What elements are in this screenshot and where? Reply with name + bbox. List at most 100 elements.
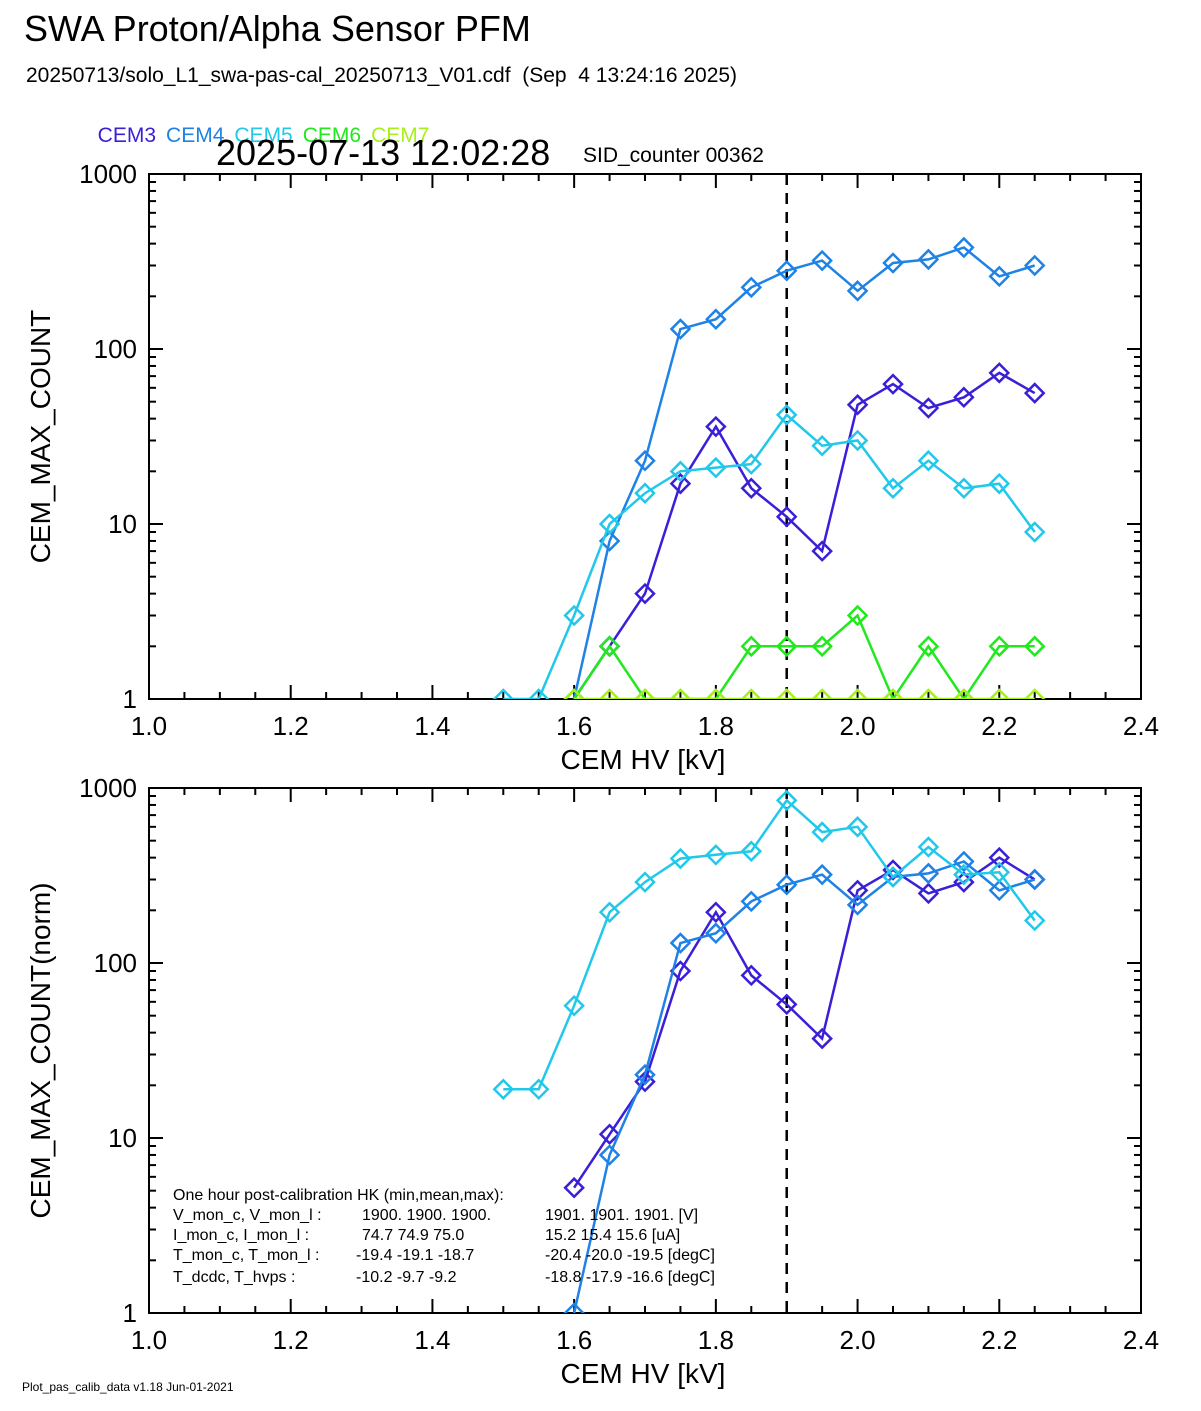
- data-point: [705, 308, 727, 330]
- data-point: [811, 1027, 833, 1050]
- data-point: [811, 635, 833, 658]
- data-point: [740, 840, 763, 863]
- data-point: [705, 415, 727, 438]
- hk-row-label: V_mon_c, V_mon_l :: [173, 1207, 322, 1224]
- x-tick-label: 1.4: [414, 711, 450, 741]
- plot-frame: [148, 173, 1142, 700]
- x-tick-label: 2.4: [1123, 711, 1159, 741]
- y-tick-label: 1000: [79, 159, 137, 189]
- data-point: [882, 688, 904, 699]
- data-point: [492, 688, 515, 699]
- hk-row-l: -20.4 -20.0 -19.5 [degC]: [545, 1247, 715, 1264]
- file-subtitle: 20250713/solo_L1_swa-pas-cal_20250713_V0…: [26, 64, 738, 87]
- data-point: [775, 873, 798, 896]
- series-cem7: [563, 688, 1046, 699]
- x-tick-label: 1.2: [273, 1325, 309, 1355]
- data-point: [705, 922, 727, 944]
- y-tick-label: 10: [108, 1123, 137, 1153]
- data-point: [563, 688, 585, 699]
- hk-row-c: 1900. 1900. 1900.: [362, 1207, 491, 1224]
- data-point: [669, 932, 692, 954]
- data-point: [634, 1063, 656, 1086]
- hk-row-c: -19.4 -19.1 -18.7: [356, 1247, 474, 1264]
- data-point: [705, 844, 727, 866]
- data-point: [917, 397, 940, 419]
- data-point: [492, 1078, 515, 1100]
- x-tick-label: 1.0: [131, 711, 167, 741]
- data-point: [811, 540, 833, 562]
- series-cem5: [492, 404, 1046, 699]
- data-point: [527, 1078, 550, 1100]
- series-cem4: [563, 236, 1046, 699]
- hk-row-label: T_mon_c, T_mon_l :: [173, 1247, 319, 1264]
- data-point: [846, 604, 869, 627]
- y-axis-label: CEM_MAX_COUNT: [25, 310, 56, 564]
- x-axis-label: CEM HV [kV]: [561, 744, 726, 775]
- sid-counter: SID_counter 00362: [583, 144, 764, 167]
- data-point: [811, 688, 833, 699]
- data-point: [882, 866, 904, 888]
- data-point: [917, 862, 940, 885]
- data-point: [669, 460, 692, 483]
- x-tick-label: 1.4: [414, 1325, 450, 1355]
- data-point: [705, 688, 727, 699]
- data-point: [917, 248, 940, 271]
- data-point: [846, 394, 869, 416]
- plot-max-count-norm: 1.0 1.2 1.4 1.6 1.8 2.0 2.2 2.4 1 10 100 1000 CEM HV…: [25, 773, 1159, 1389]
- data-point: [527, 688, 550, 699]
- data-point: [563, 604, 585, 627]
- hk-row-label: T_dcdc, T_hvps :: [173, 1269, 295, 1286]
- data-point: [740, 276, 763, 299]
- x-tick-label: 1.6: [556, 1325, 592, 1355]
- data-point: [634, 688, 656, 699]
- hk-heading: One hour post-calibration HK (min,mean,m…: [173, 1187, 504, 1204]
- data-point: [846, 688, 869, 699]
- data-point: [634, 871, 656, 893]
- data-point: [669, 472, 692, 495]
- data-point: [953, 236, 975, 259]
- y-tick-label: 100: [94, 948, 137, 978]
- x-tick-label: 2.4: [1123, 1325, 1159, 1355]
- y-axis-label: CEM_MAX_COUNT(norm): [25, 882, 56, 1218]
- data-point: [669, 847, 692, 870]
- data-point: [740, 453, 763, 475]
- data-point: [775, 635, 798, 658]
- data-point: [811, 434, 833, 457]
- data-point: [740, 477, 763, 500]
- series-cem3: [563, 846, 1046, 1199]
- data-point: [846, 280, 869, 302]
- data-point: [953, 477, 975, 500]
- legend: CEM3 CEM4 CEM5 CEM6 CEM7: [86, 100, 439, 148]
- x-tick-label: 2.2: [981, 1325, 1017, 1355]
- data-point: [917, 688, 940, 699]
- data-point: [775, 505, 798, 528]
- data-point: [988, 846, 1011, 869]
- data-point: [1023, 688, 1046, 699]
- data-point: [634, 449, 656, 472]
- hk-row-l: 1901. 1901. 1901. [V]: [545, 1207, 698, 1224]
- series-cem3: [563, 362, 1046, 699]
- x-tick-label: 1.8: [698, 711, 734, 741]
- data-point: [917, 449, 940, 472]
- data-point: [563, 1302, 585, 1313]
- data-point: [882, 477, 904, 500]
- data-point: [1023, 868, 1046, 891]
- series-cem6: [563, 604, 1046, 699]
- hk-row-c: -10.2 -9.7 -9.2: [356, 1269, 457, 1286]
- data-point: [740, 635, 763, 658]
- x-tick-label: 1.8: [698, 1325, 734, 1355]
- y-tick-label: 100: [94, 334, 137, 364]
- data-point: [775, 688, 798, 699]
- data-point: [953, 863, 975, 886]
- data-point: [988, 472, 1011, 495]
- series-line: [573, 371, 1036, 699]
- data-point: [1023, 868, 1046, 891]
- x-tick-label: 1.2: [273, 711, 309, 741]
- data-point: [669, 688, 692, 699]
- data-point: [634, 582, 656, 605]
- data-point: [598, 1144, 621, 1166]
- data-point: [598, 688, 621, 699]
- data-point: [598, 635, 621, 658]
- data-point: [1023, 521, 1046, 543]
- data-point: [705, 901, 727, 924]
